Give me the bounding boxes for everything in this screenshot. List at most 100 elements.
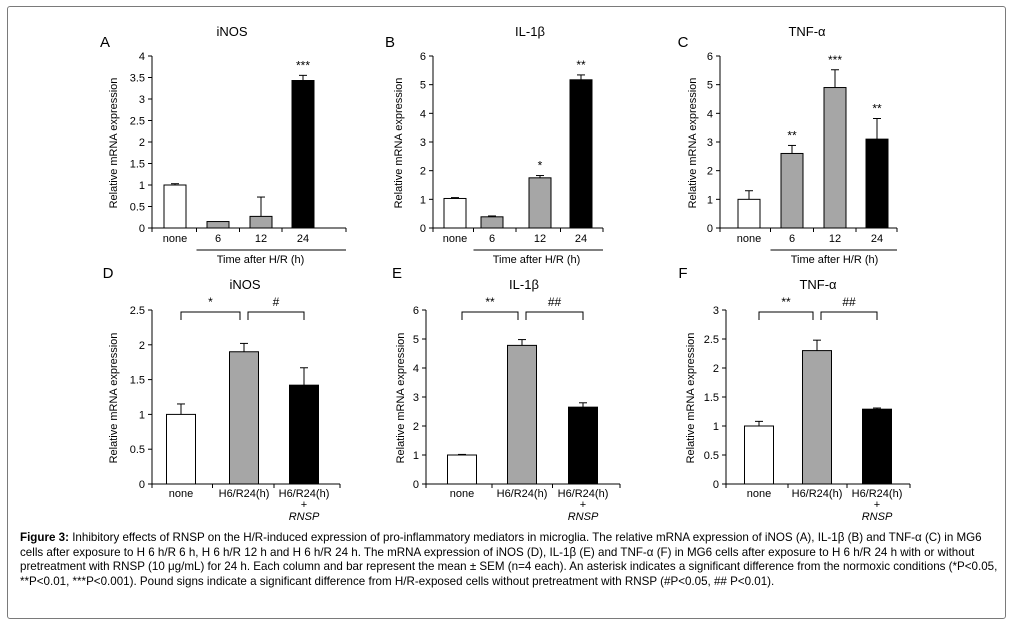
panel-e-category-sublabel: RNSP: [568, 511, 599, 523]
panel-d-title: iNOS: [229, 277, 260, 292]
panel-f-letter: F: [678, 265, 687, 282]
panel-c-ytick-label: 3: [707, 137, 713, 149]
panel-a-bar: [249, 215, 273, 229]
panel-a-xlabel: Time after H/R (h): [217, 254, 305, 266]
panel-c-category-label: 24: [871, 233, 883, 245]
figure-frame: [7, 6, 1006, 619]
panel-d-bar: [229, 351, 259, 485]
panel-f-category-label: H6/R24(h): [852, 488, 903, 500]
panel-f-ytick-label: 0.5: [704, 450, 719, 462]
panel-e-ytick-label: 6: [413, 305, 419, 317]
panel-e-ytick-label: 3: [413, 392, 419, 404]
panel-b-category-label: 12: [534, 233, 546, 245]
panel-f-category-label: H6/R24(h): [792, 488, 843, 500]
panel-b-category-label: 24: [575, 233, 587, 245]
panel-f-ytick-label: 2.5: [704, 334, 719, 346]
panel-a-ytick-label: 1: [139, 180, 145, 192]
panel-b-ytick-label: 1: [420, 194, 426, 206]
panel-f-ytick-label: 2: [713, 363, 719, 375]
panel-a-bar: [206, 221, 230, 229]
panel-e-title: IL-1β: [509, 277, 539, 292]
panel-c-significance: **: [787, 128, 797, 142]
figure-label: Figure 3:: [20, 531, 69, 544]
panel-a-ytick-label: 3.5: [130, 73, 145, 85]
panel-c-category-label: none: [737, 233, 761, 245]
panel-c-ytick-label: 5: [707, 80, 713, 92]
panel-f-category-label: none: [747, 488, 771, 500]
panel-d-ytick-label: 1.5: [130, 375, 145, 387]
panel-e-bracket-label: ##: [548, 295, 562, 309]
panel-e-category-label: H6/R24(h): [497, 488, 548, 500]
panel-d-category-sublabel: RNSP: [289, 511, 320, 523]
panel-d-ytick-label: 1: [139, 409, 145, 421]
panel-d-ytick-label: 0: [139, 479, 145, 491]
panel-b-ytick-label: 5: [420, 80, 426, 92]
panel-c-title: TNF-α: [788, 24, 826, 39]
panel-e-category-sublabel: +: [580, 499, 586, 511]
panel-d-letter: D: [103, 265, 114, 282]
panel-e-ytick-label: 4: [413, 363, 419, 375]
panel-f-ytick-label: 1.5: [704, 392, 719, 404]
panel-a-title: iNOS: [216, 24, 247, 39]
panel-f-bar: [802, 350, 832, 485]
panel-d-ytick-label: 0.5: [130, 444, 145, 456]
panel-d-bracket: [247, 311, 305, 320]
panel-d-category-sublabel: +: [301, 499, 307, 511]
caption-text: Inhibitory effects of RNSP on the H/R-in…: [20, 531, 998, 588]
panel-c-ylabel: Relative mRNA expression: [687, 78, 699, 209]
panel-d-bracket: [180, 311, 241, 320]
panel-c-bar: [823, 87, 847, 229]
panel-b-bar: [528, 177, 552, 229]
panel-b-ytick-label: 2: [420, 166, 426, 178]
panel-d-bar: [166, 413, 196, 485]
panel-c-ytick-label: 1: [707, 194, 713, 206]
panel-b-ytick-label: 6: [420, 51, 426, 63]
panel-a-ylabel: Relative mRNA expression: [108, 78, 120, 209]
panel-f-ytick-label: 3: [713, 305, 719, 317]
panel-b-significance: **: [576, 58, 586, 72]
panel-e-ytick-label: 2: [413, 421, 419, 433]
panel-d-category-label: none: [169, 488, 193, 500]
panel-e-bar: [447, 454, 477, 485]
panel-c-ytick-label: 6: [707, 51, 713, 63]
panel-d-ytick-label: 2.5: [130, 305, 145, 317]
panel-e-bar: [568, 406, 598, 485]
panel-c-bar: [780, 152, 804, 229]
panel-d-ylabel: Relative mRNA expression: [108, 333, 120, 464]
panel-f-ylabel: Relative mRNA expression: [685, 333, 697, 464]
panel-b-category-label: 6: [489, 233, 495, 245]
panel-a-significance: ***: [296, 58, 310, 72]
figure-caption: Figure 3: Inhibitory effects of RNSP on …: [20, 531, 1000, 589]
panel-f-bracket: [820, 311, 878, 320]
panel-f-bracket: [758, 311, 814, 320]
panel-f-ytick-label: 0: [713, 479, 719, 491]
panel-b-bar: [443, 197, 467, 229]
panel-a-category-label: 24: [297, 233, 309, 245]
panel-b-xlabel: Time after H/R (h): [493, 254, 581, 266]
panel-d-bracket-label: #: [273, 295, 280, 309]
panel-e-bar: [507, 344, 537, 485]
panel-a-bar: [291, 80, 315, 229]
panel-c-category-label: 12: [829, 233, 841, 245]
panel-c-xlabel: Time after H/R (h): [791, 254, 879, 266]
panel-b-ytick-label: 0: [420, 223, 426, 235]
panel-c-significance: ***: [828, 53, 842, 67]
panel-a-category-label: 12: [255, 233, 267, 245]
panel-d-bracket-label: *: [208, 295, 213, 309]
panel-c-ytick-label: 4: [707, 108, 713, 120]
panel-c-ytick-label: 0: [707, 223, 713, 235]
panel-e-bracket: [461, 311, 519, 320]
panel-f-bar: [744, 425, 774, 485]
panel-a-ytick-label: 1.5: [130, 159, 145, 171]
panel-c-letter: C: [678, 34, 689, 51]
panel-e-category-label: H6/R24(h): [558, 488, 609, 500]
panel-f-title: TNF-α: [799, 277, 837, 292]
panel-b-ytick-label: 4: [420, 108, 426, 120]
panel-d-bar: [289, 384, 319, 485]
panel-e-category-label: none: [450, 488, 474, 500]
panel-c-significance: **: [872, 101, 882, 115]
panel-f-bar: [862, 408, 892, 485]
panel-b-category-label: none: [443, 233, 467, 245]
panel-f-bracket-label: ##: [842, 295, 856, 309]
